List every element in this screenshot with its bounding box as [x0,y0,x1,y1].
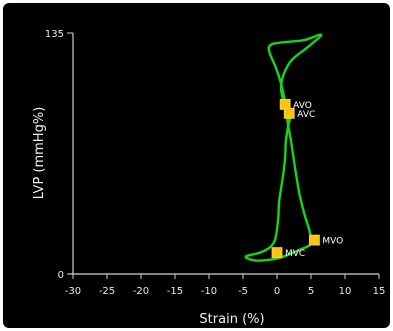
x-tick-label: 10 [339,286,352,297]
chart-panel: Strain (%) LVP (mmHg%) -30 -25 -20 -15 -10 -5… [3,3,390,328]
strain-pressure-loop-chart: Strain (%) LVP (mmHg%) -30 -25 -20 -15 -10 -5… [32,29,385,327]
pressure-strain-loop-line [244,33,323,262]
x-tick-label: -20 [133,286,149,297]
annotation-mvc: MVC [285,249,305,259]
x-axis-title: Strain (%) [199,312,264,327]
x-tick-label: -30 [65,286,81,297]
x-tick-label: -5 [238,286,248,297]
x-tick-label: -25 [99,286,115,297]
x-tick-label: -15 [167,286,183,297]
annotation-mvo: MVO [322,237,343,247]
annotation-avo: AVO [293,101,312,111]
axes: Strain (%) LVP (mmHg%) [32,33,379,327]
marker-mvo [308,234,320,246]
x-tick-label: 0 [274,286,280,297]
marker-avo [279,99,291,110]
x-tick-label: 15 [373,286,386,297]
y-axis-title: LVP (mmHg%) [32,107,47,200]
annotation-avc: AVC [297,110,315,120]
marker-mvc [271,247,283,258]
ticks: -30 -25 -20 -15 -10 -5 0 5 10 15 0 135 [45,29,385,297]
x-tick-label: -10 [201,286,217,297]
y-tick-label: 135 [45,29,64,40]
x-tick-label: 5 [308,286,314,297]
y-tick-label: 0 [58,270,64,281]
marker-avc [283,107,295,119]
